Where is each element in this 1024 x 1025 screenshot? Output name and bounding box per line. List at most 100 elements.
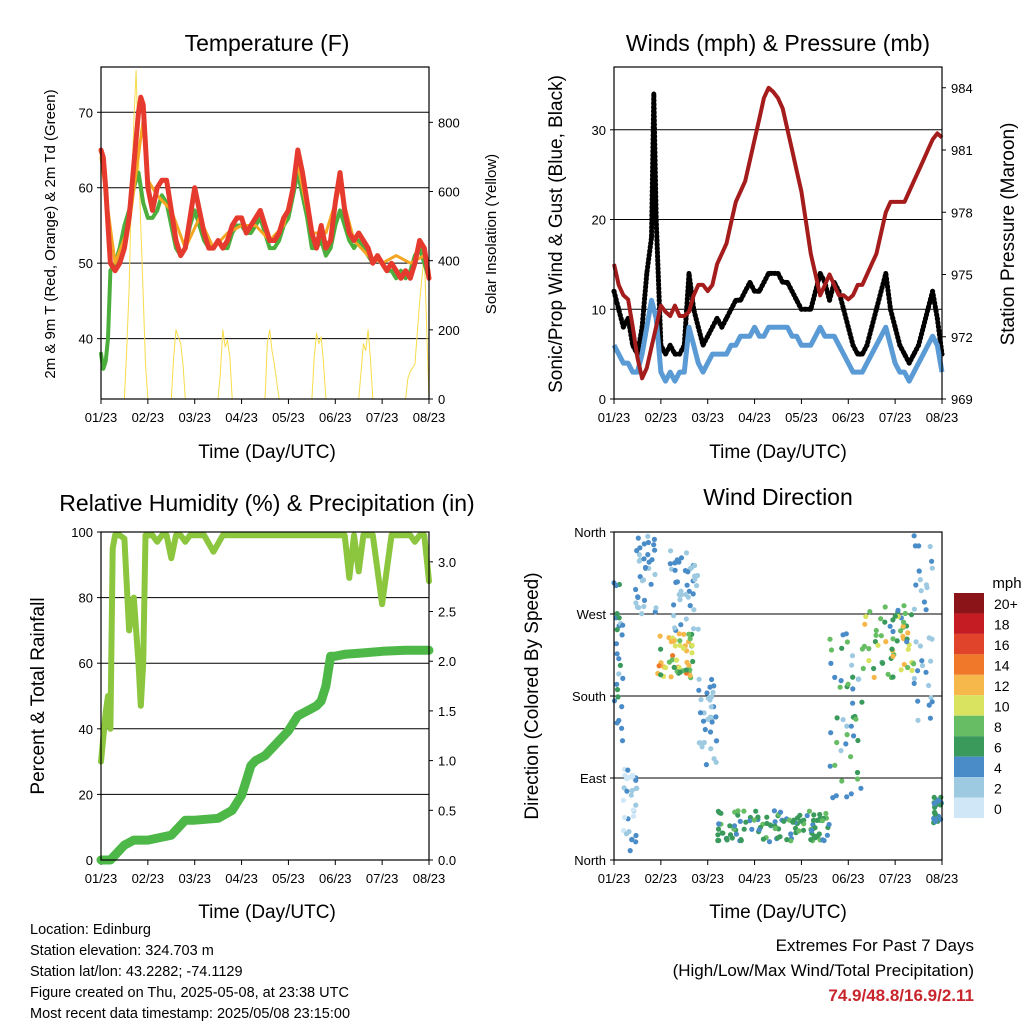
- gust-point: [766, 270, 772, 276]
- direction-point: [878, 633, 884, 639]
- direction-point: [743, 819, 749, 825]
- legend-label: 14: [994, 658, 1010, 674]
- legend-swatch: [954, 715, 984, 737]
- x-tick-label: 02/23: [645, 410, 678, 425]
- direction-point: [694, 583, 700, 589]
- direction-point: [924, 585, 930, 591]
- legend-swatch: [954, 777, 984, 798]
- gust-point: [916, 342, 921, 348]
- gust-point: [616, 306, 622, 312]
- direction-point: [614, 651, 620, 657]
- x-tick-label: 05/23: [785, 871, 818, 886]
- direction-point: [932, 811, 939, 817]
- direction-point: [687, 603, 693, 609]
- y-tick-label: 60: [79, 656, 93, 671]
- direction-point: [633, 832, 639, 839]
- direction-point: [690, 626, 697, 632]
- direction-point: [827, 636, 833, 642]
- gust-point: [667, 342, 673, 348]
- direction-point: [859, 646, 866, 652]
- legend-label: 0: [994, 801, 1002, 817]
- gust-point: [780, 279, 786, 285]
- direction-point: [652, 609, 658, 615]
- direction-point: [929, 558, 935, 564]
- gust-series-line: [611, 91, 945, 366]
- direction-point: [824, 832, 831, 838]
- y-tick-label: 20: [592, 213, 606, 228]
- direction-point: [797, 812, 803, 818]
- direction-point: [683, 591, 689, 598]
- x-tick-label: 05/23: [785, 410, 818, 425]
- direction-point: [636, 552, 643, 558]
- direction-point: [848, 754, 854, 760]
- x-tick-label: 04/23: [225, 871, 258, 886]
- plot-frame: [100, 66, 430, 400]
- direction-point: [685, 569, 691, 575]
- legend-label: 16: [994, 637, 1010, 653]
- direction-point: [731, 823, 738, 829]
- direction-point: [690, 591, 696, 597]
- x-tick-label: 07/23: [879, 410, 912, 425]
- direction-point: [620, 675, 626, 682]
- direction-point: [859, 699, 865, 705]
- direction-point: [928, 695, 934, 701]
- temperature-series-line: [98, 94, 432, 281]
- direction-point: [681, 631, 687, 637]
- direction-point: [671, 613, 677, 619]
- gust-point: [653, 217, 659, 222]
- extremes-values: 74.9/48.8/16.9/2.11: [828, 986, 974, 1005]
- direction-point: [798, 818, 804, 824]
- direction-point: [918, 588, 924, 594]
- direction-point: [677, 597, 683, 603]
- direction-point: [641, 541, 647, 547]
- station-location: Location: Edinburg: [30, 922, 151, 938]
- direction-point: [687, 672, 693, 679]
- pressure-series-line: [612, 85, 944, 381]
- humidity-plot: 0 20 40 60 80 100 0.0 0.5 1.0 1.5 2.0 2.5 3.0 01/23 02…: [71, 525, 456, 886]
- direction-point: [616, 656, 622, 662]
- direction-point: [767, 822, 773, 828]
- direction-point: [905, 664, 911, 671]
- direction-point: [867, 609, 873, 615]
- gust-point: [710, 324, 715, 330]
- x-tick-label: 05/23: [272, 871, 305, 886]
- direction-point: [863, 613, 869, 620]
- gust-point: [644, 270, 650, 276]
- direction-point: [926, 682, 932, 689]
- direction-point: [699, 744, 705, 750]
- gust-point: [756, 288, 762, 294]
- direction-point: [856, 676, 862, 682]
- direction-point: [817, 811, 823, 818]
- direction-point: [633, 802, 639, 808]
- direction-point: [701, 739, 707, 746]
- direction-point: [624, 788, 630, 794]
- figure-created: Figure created on Thu, 2025-05-08, at 23…: [30, 985, 349, 1001]
- direction-point: [678, 555, 685, 561]
- direction-point: [637, 545, 643, 551]
- direction-point: [642, 564, 649, 571]
- gust-point: [738, 297, 743, 303]
- direction-point: [837, 684, 843, 690]
- direction-point: [672, 643, 678, 649]
- direction-point: [620, 797, 627, 803]
- direction-point: [713, 714, 719, 720]
- temperature-xlabel: Time (Day/UTC): [198, 442, 336, 463]
- direction-point: [911, 606, 918, 612]
- direction-point: [912, 543, 919, 549]
- direction-point: [853, 716, 859, 722]
- y-tick-label: 30: [592, 123, 606, 138]
- direction-point: [838, 678, 844, 684]
- direction-point: [614, 627, 620, 633]
- direction-xlabel: Time (Day/UTC): [709, 902, 847, 923]
- direction-point: [637, 557, 643, 563]
- direction-point: [850, 674, 856, 680]
- direction-point: [711, 683, 717, 689]
- direction-point: [716, 821, 722, 827]
- direction-point: [651, 536, 658, 543]
- direction-point: [775, 835, 781, 841]
- x-tick-label: 03/23: [178, 871, 211, 886]
- gust-point: [808, 306, 814, 312]
- direction-point: [873, 632, 879, 638]
- direction-point: [923, 607, 929, 613]
- legend-swatch: [954, 674, 984, 696]
